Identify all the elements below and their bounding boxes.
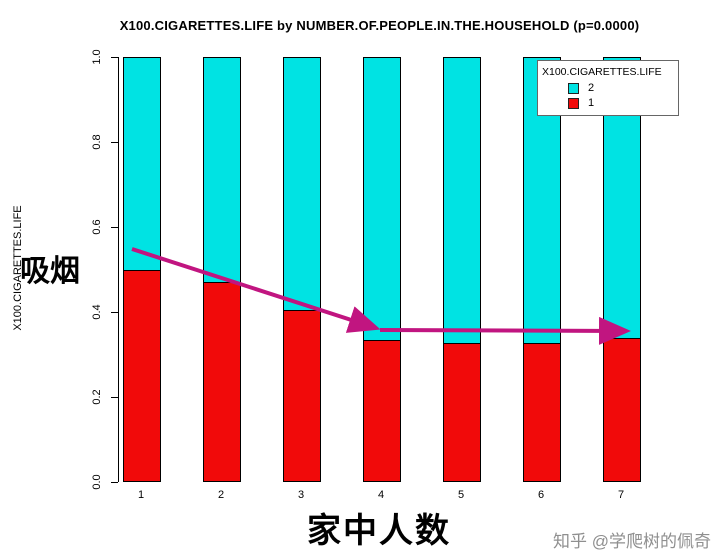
watermark: 知乎 @学爬树的佩奇 xyxy=(553,532,711,551)
bar-segment-yes xyxy=(524,342,560,481)
y-tick-label: 0.8 xyxy=(91,134,103,150)
stacked-bar xyxy=(523,57,561,482)
stacked-bar xyxy=(363,57,401,482)
bar-segment-no xyxy=(444,58,480,343)
left-annotation-smoking: 吸烟 xyxy=(20,255,80,288)
x-axis-label: 家中人数 xyxy=(307,512,451,550)
legend-swatch xyxy=(568,82,579,94)
legend-swatch xyxy=(568,97,579,109)
y-tick-mark xyxy=(111,481,118,483)
x-axis-ticks: 1 2 3 4 5 6 7 xyxy=(118,489,640,501)
x-tick-label: 5 xyxy=(457,489,465,501)
bar-segment-yes xyxy=(204,282,240,481)
x-tick-label: 7 xyxy=(617,489,625,501)
y-tick-mark xyxy=(111,396,118,398)
stacked-bar xyxy=(283,57,321,482)
legend-item: 2 xyxy=(568,82,674,94)
chart-title: X100.CIGARETTES.LIFE by NUMBER.OF.PEOPLE… xyxy=(119,18,640,33)
x-tick-label: 3 xyxy=(297,489,305,501)
legend-item: 1 xyxy=(568,97,674,109)
stacked-bar xyxy=(203,57,241,482)
x-tick-label: 4 xyxy=(377,489,385,501)
y-tick-mark xyxy=(111,226,118,228)
x-tick-label: 6 xyxy=(537,489,545,501)
bar-segment-no xyxy=(284,58,320,310)
stacked-bars xyxy=(119,57,641,482)
y-tick-mark xyxy=(111,56,118,58)
y-tick-mark xyxy=(111,141,118,143)
legend-label: 1 xyxy=(588,97,595,109)
bar-segment-no xyxy=(124,58,160,270)
y-tick-label: 0.4 xyxy=(91,304,103,320)
y-tick-label: 0.2 xyxy=(91,389,103,405)
legend-label: 2 xyxy=(588,82,595,94)
bar-segment-yes xyxy=(364,339,400,481)
y-tick-label: 1.0 xyxy=(91,49,103,65)
stacked-bar xyxy=(603,57,641,482)
x-tick-label: 1 xyxy=(137,489,145,501)
bar-segment-yes xyxy=(604,337,640,481)
plot-area: 0.0 0.2 0.4 0.6 0.8 1.0 xyxy=(91,49,641,490)
bar-segment-yes xyxy=(124,269,160,481)
stacked-bar xyxy=(123,57,161,482)
legend-title: X100.CIGARETTES.LIFE xyxy=(542,66,662,78)
y-tick-label: 0.0 xyxy=(91,474,103,490)
y-tick-mark xyxy=(111,311,118,313)
bar-segment-no xyxy=(204,58,240,283)
stacked-bar xyxy=(443,57,481,482)
bar-segment-no xyxy=(364,58,400,340)
y-tick-label: 0.6 xyxy=(91,219,103,235)
bar-segment-yes xyxy=(444,342,480,481)
bar-segment-yes xyxy=(284,309,320,481)
x-tick-label: 2 xyxy=(217,489,225,501)
